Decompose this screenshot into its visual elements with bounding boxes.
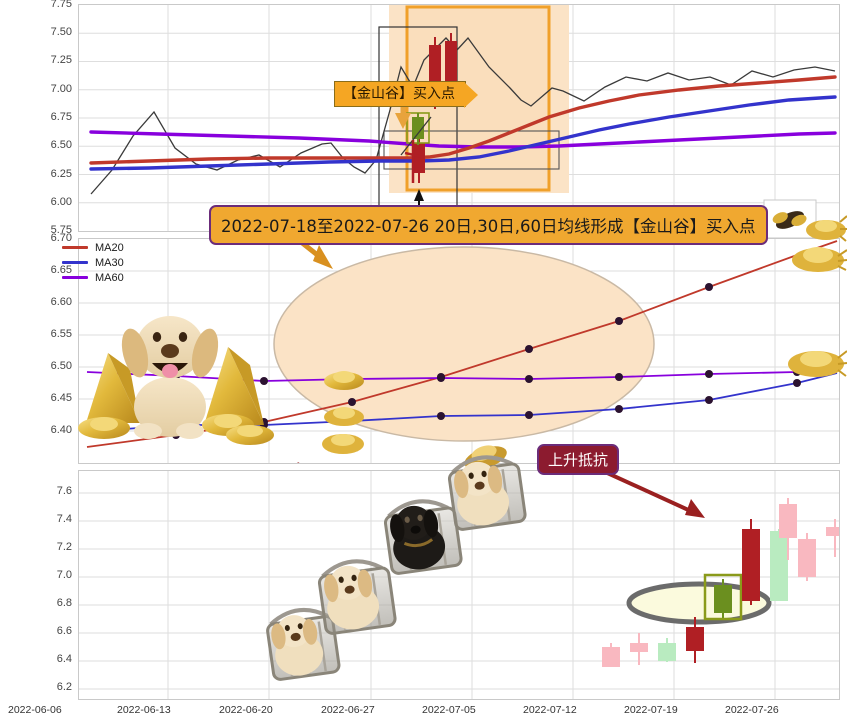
legend-item-ma60[interactable]: MA60: [62, 270, 124, 285]
candle-3: [658, 638, 676, 662]
xtick-1: 2022-06-13: [117, 704, 171, 716]
legend-swatch-ma20: [62, 246, 88, 249]
legend-swatch-ma60: [62, 276, 88, 279]
marked-candle-ellipse: [626, 581, 772, 625]
legend-item-ma20[interactable]: MA20: [62, 240, 124, 255]
xtick-2: 2022-06-20: [219, 704, 273, 716]
legend-label-ma60: MA60: [95, 271, 124, 284]
candles: [602, 519, 839, 667]
candle-6: [742, 519, 760, 605]
banner-pointer-arrow: [293, 239, 333, 269]
ma20-line-top: [89, 75, 837, 165]
candle-1: [602, 643, 620, 667]
ma30-line-top: [89, 95, 837, 171]
buy-point-tag[interactable]: 【金山谷】买入点: [334, 81, 478, 108]
legend-item-ma30[interactable]: MA30: [62, 255, 124, 270]
candle-2: [630, 633, 648, 665]
candle-8: [798, 533, 816, 581]
resistance-tag-label: 上升抵抗: [548, 451, 609, 469]
cross-marker: [404, 140, 424, 183]
legend-swatch-ma30: [62, 261, 88, 264]
candle-7: [770, 529, 788, 601]
middle-panel-plot: [79, 239, 839, 463]
pattern-ellipse: [273, 246, 655, 442]
buy-point-tag-label: 【金山谷】买入点: [343, 86, 455, 102]
candle-5-marked: [703, 573, 743, 621]
bottom-panel-plot: [79, 471, 839, 699]
xtick-0: 2022-06-06: [8, 704, 62, 716]
top-price-panel: 【金山谷】买入点: [78, 4, 840, 232]
legend-label-ma20: MA20: [95, 241, 124, 254]
xtick-3: 2022-06-27: [321, 704, 375, 716]
resistance-arrow-bottom: [602, 471, 705, 518]
focus-rect-wide: [383, 130, 560, 170]
xtick-7: 2022-07-26: [725, 704, 779, 716]
xtick-5: 2022-07-12: [523, 704, 577, 716]
legend-label-ma30: MA30: [95, 256, 124, 269]
x-axis-labels: 2022-06-06 2022-06-13 2022-06-20 2022-06…: [0, 700, 847, 718]
middle-ma-panel: [78, 238, 840, 464]
candle-4: [686, 617, 704, 663]
ma-legend: MA20 MA30 MA60: [62, 240, 124, 285]
mini-candles: [400, 33, 457, 183]
main-annotation-banner[interactable]: 2022-07-18至2022-07-26 20日,30日,60日均线形成【金山…: [209, 205, 768, 245]
candle-9: [826, 519, 839, 557]
xtick-4: 2022-07-05: [422, 704, 476, 716]
xtick-6: 2022-07-19: [624, 704, 678, 716]
main-annotation-text: 2022-07-18至2022-07-26 20日,30日,60日均线形成【金山…: [221, 217, 756, 236]
bottom-candlestick-panel: [78, 470, 840, 700]
top-panel-plot: [79, 5, 839, 231]
resistance-tag[interactable]: 上升抵抗: [537, 444, 620, 475]
